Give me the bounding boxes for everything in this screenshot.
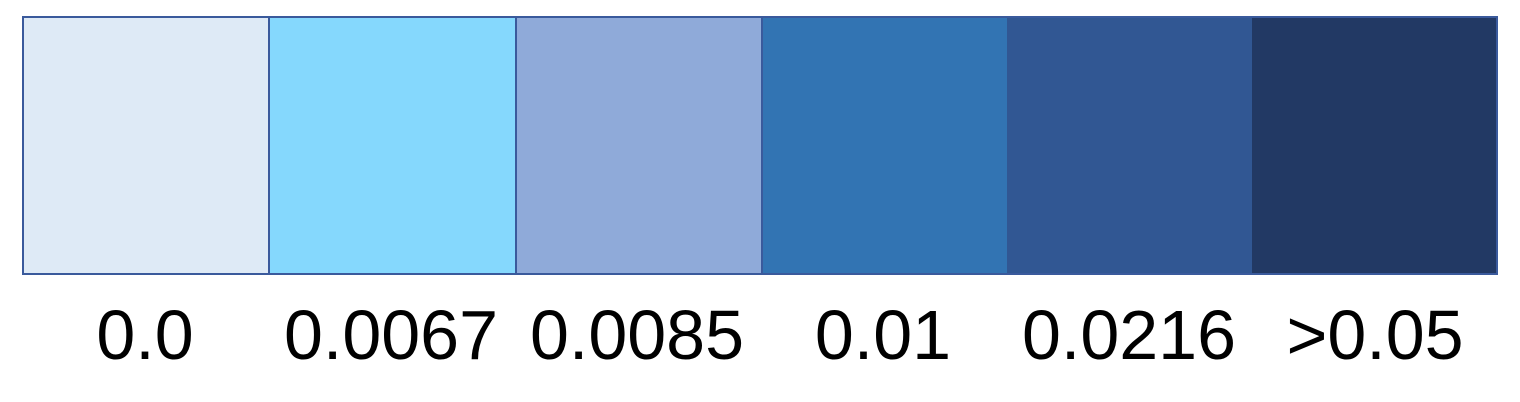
legend-label-bin-1: 0.0 [96, 296, 194, 374]
legend-labels: 0.0 0.0067 0.0085 0.01 0.0216 >0.05 [22, 290, 1498, 380]
swatch-bin-5 [1007, 18, 1252, 273]
legend-label-bin-2: 0.0067 [283, 296, 499, 374]
legend-label-bin-4: 0.01 [814, 296, 952, 374]
swatch-bin-4 [762, 18, 1008, 273]
swatch-bin-3 [516, 18, 763, 273]
swatch-bin-2 [270, 18, 517, 273]
swatch-bin-1 [24, 18, 271, 273]
legend-label-bin-5: 0.0216 [1021, 296, 1237, 374]
swatch-bin-6 [1251, 18, 1496, 273]
legend-label-bin-6: >0.05 [1286, 296, 1464, 374]
legend-label-bin-3: 0.0085 [529, 296, 745, 374]
color-swatch-row [22, 16, 1498, 275]
